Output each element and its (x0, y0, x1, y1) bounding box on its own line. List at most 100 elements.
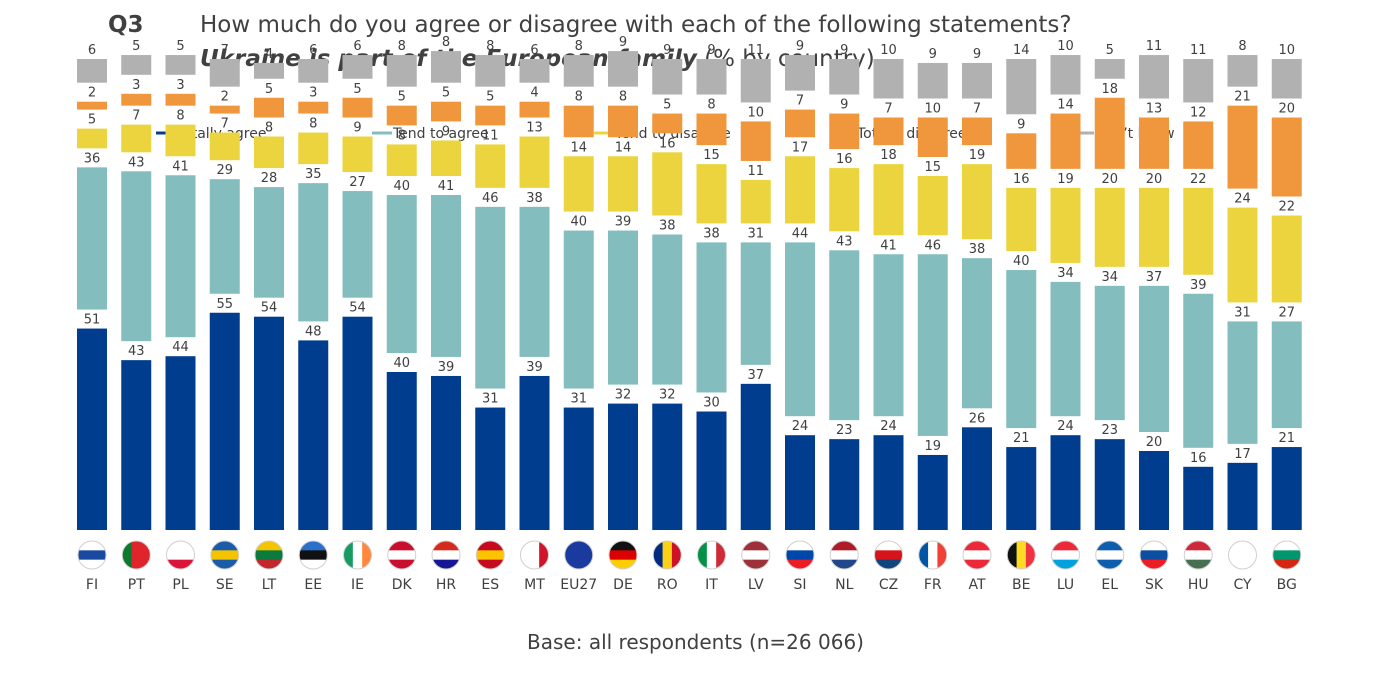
bar-IT-s1 (696, 242, 727, 393)
bar-EE-s1 (298, 183, 329, 322)
bar-CZ-s4 (873, 59, 904, 99)
bar-PL-s0 (165, 356, 196, 530)
data-label-LV-s0: 37 (747, 368, 764, 383)
data-label-EL-s0: 23 (1101, 423, 1118, 438)
flag-EU27-outline (564, 540, 594, 570)
data-label-ES-s0: 31 (482, 392, 499, 407)
bar-PL-s1 (165, 175, 196, 338)
data-label-SK-s2: 20 (1146, 172, 1163, 187)
data-label-LV-s2: 11 (747, 164, 764, 179)
data-label-CY-s1: 31 (1234, 305, 1251, 320)
data-label-EU27-s0: 31 (570, 392, 587, 407)
category-label-LT: LT (262, 577, 277, 593)
flag-SK-icon (1140, 541, 1168, 569)
bar-SI-s1 (785, 242, 815, 417)
bar-EU27-s2 (563, 156, 594, 212)
bar-PT-s2 (121, 124, 152, 153)
flag-MT-outline (520, 540, 549, 570)
data-label-MT-s0: 39 (526, 360, 543, 375)
bar-PT-s4 (121, 55, 152, 75)
flag-EU27-icon (564, 541, 593, 569)
bar-LU-s2 (1050, 187, 1081, 263)
data-label-EE-s4: 6 (309, 43, 317, 58)
bar-FR-s0 (917, 454, 948, 530)
flag-CZ-outline (874, 540, 903, 570)
bar-RO-s3 (652, 113, 683, 134)
flag-BG-outline (1272, 540, 1302, 570)
data-label-SK-s1: 37 (1146, 270, 1163, 285)
bar-SE-s4 (209, 59, 240, 87)
bar-CY-s2 (1227, 207, 1258, 303)
bar-HU-s4 (1183, 59, 1214, 103)
bar-HR-s0 (431, 375, 461, 530)
category-label-DK: DK (392, 577, 413, 593)
flag-SE-icon (210, 541, 239, 569)
bar-SE-s1 (209, 179, 240, 294)
data-label-RO-s3: 5 (663, 98, 671, 113)
bar-BG-s4 (1271, 59, 1302, 99)
bar-HR-s3 (431, 101, 461, 122)
bar-PT-s3 (121, 93, 152, 106)
bar-EU27-s3 (563, 105, 594, 138)
data-label-IE-s4: 6 (353, 39, 361, 54)
data-label-LV-s4: 11 (747, 43, 764, 58)
data-label-IE-s0: 54 (349, 301, 366, 316)
data-label-FR-s3: 10 (924, 102, 941, 117)
bar-LT-s1 (254, 187, 284, 298)
category-label-HR: HR (436, 577, 457, 593)
bar-AT-s1 (962, 258, 992, 409)
data-label-HR-s3: 5 (442, 86, 450, 101)
data-label-FI-s2: 5 (88, 113, 96, 128)
data-label-DK-s4: 8 (398, 39, 406, 54)
bar-SI-s0 (785, 435, 815, 530)
data-label-PL-s0: 44 (172, 340, 189, 355)
bar-CZ-s0 (873, 435, 904, 530)
bar-HU-s2 (1183, 187, 1214, 275)
bar-CY-s0 (1227, 462, 1258, 530)
bar-AT-s0 (962, 427, 992, 530)
data-label-SK-s4: 11 (1146, 39, 1163, 54)
bar-ES-s1 (475, 206, 506, 389)
bar-LV-s0 (740, 383, 771, 530)
category-label-SI: SI (793, 577, 806, 593)
flag-SK-outline (1139, 540, 1169, 570)
data-label-BE-s3: 9 (1017, 117, 1025, 132)
data-label-HR-s0: 39 (438, 360, 455, 375)
bar-LV-s3 (740, 121, 771, 161)
category-label-CY: CY (1233, 577, 1252, 593)
data-label-PT-s3: 3 (132, 78, 140, 93)
bar-BE-s0 (1006, 447, 1037, 530)
data-label-HR-s4: 8 (442, 35, 450, 50)
bar-AT-s4 (962, 62, 992, 99)
flag-HU-outline (1183, 540, 1213, 570)
category-label-EE: EE (304, 577, 322, 593)
bar-BG-s3 (1271, 117, 1302, 197)
bar-RO-s0 (652, 403, 683, 530)
data-label-IT-s2: 15 (703, 148, 720, 163)
bar-IE-s3 (342, 97, 373, 118)
bar-SI-s2 (785, 156, 815, 224)
data-label-EE-s2: 8 (309, 117, 317, 132)
data-label-SK-s0: 20 (1146, 435, 1163, 450)
bar-DE-s2 (608, 156, 638, 212)
data-label-EE-s1: 35 (305, 167, 322, 182)
data-label-PL-s1: 41 (172, 159, 189, 174)
bar-AT-s2 (962, 164, 992, 240)
data-label-AT-s3: 7 (973, 102, 981, 117)
data-label-BE-s4: 14 (1013, 43, 1030, 58)
bar-BE-s2 (1006, 187, 1037, 252)
bar-HU-s1 (1183, 293, 1214, 448)
flag-LU-icon (1051, 541, 1080, 569)
flag-AT-icon (963, 541, 991, 569)
data-label-EU27-s1: 40 (570, 215, 587, 230)
bar-IE-s2 (342, 136, 373, 173)
data-label-CY-s3: 21 (1234, 90, 1251, 105)
bar-BG-s1 (1271, 321, 1302, 429)
bar-SK-s4 (1139, 55, 1169, 99)
data-label-SI-s0: 24 (792, 419, 809, 434)
data-label-EL-s4: 5 (1106, 43, 1114, 58)
flag-EL-outline (1095, 540, 1125, 570)
data-label-FI-s0: 51 (84, 313, 101, 328)
bar-LU-s1 (1050, 281, 1081, 417)
data-label-HU-s2: 22 (1190, 172, 1207, 187)
